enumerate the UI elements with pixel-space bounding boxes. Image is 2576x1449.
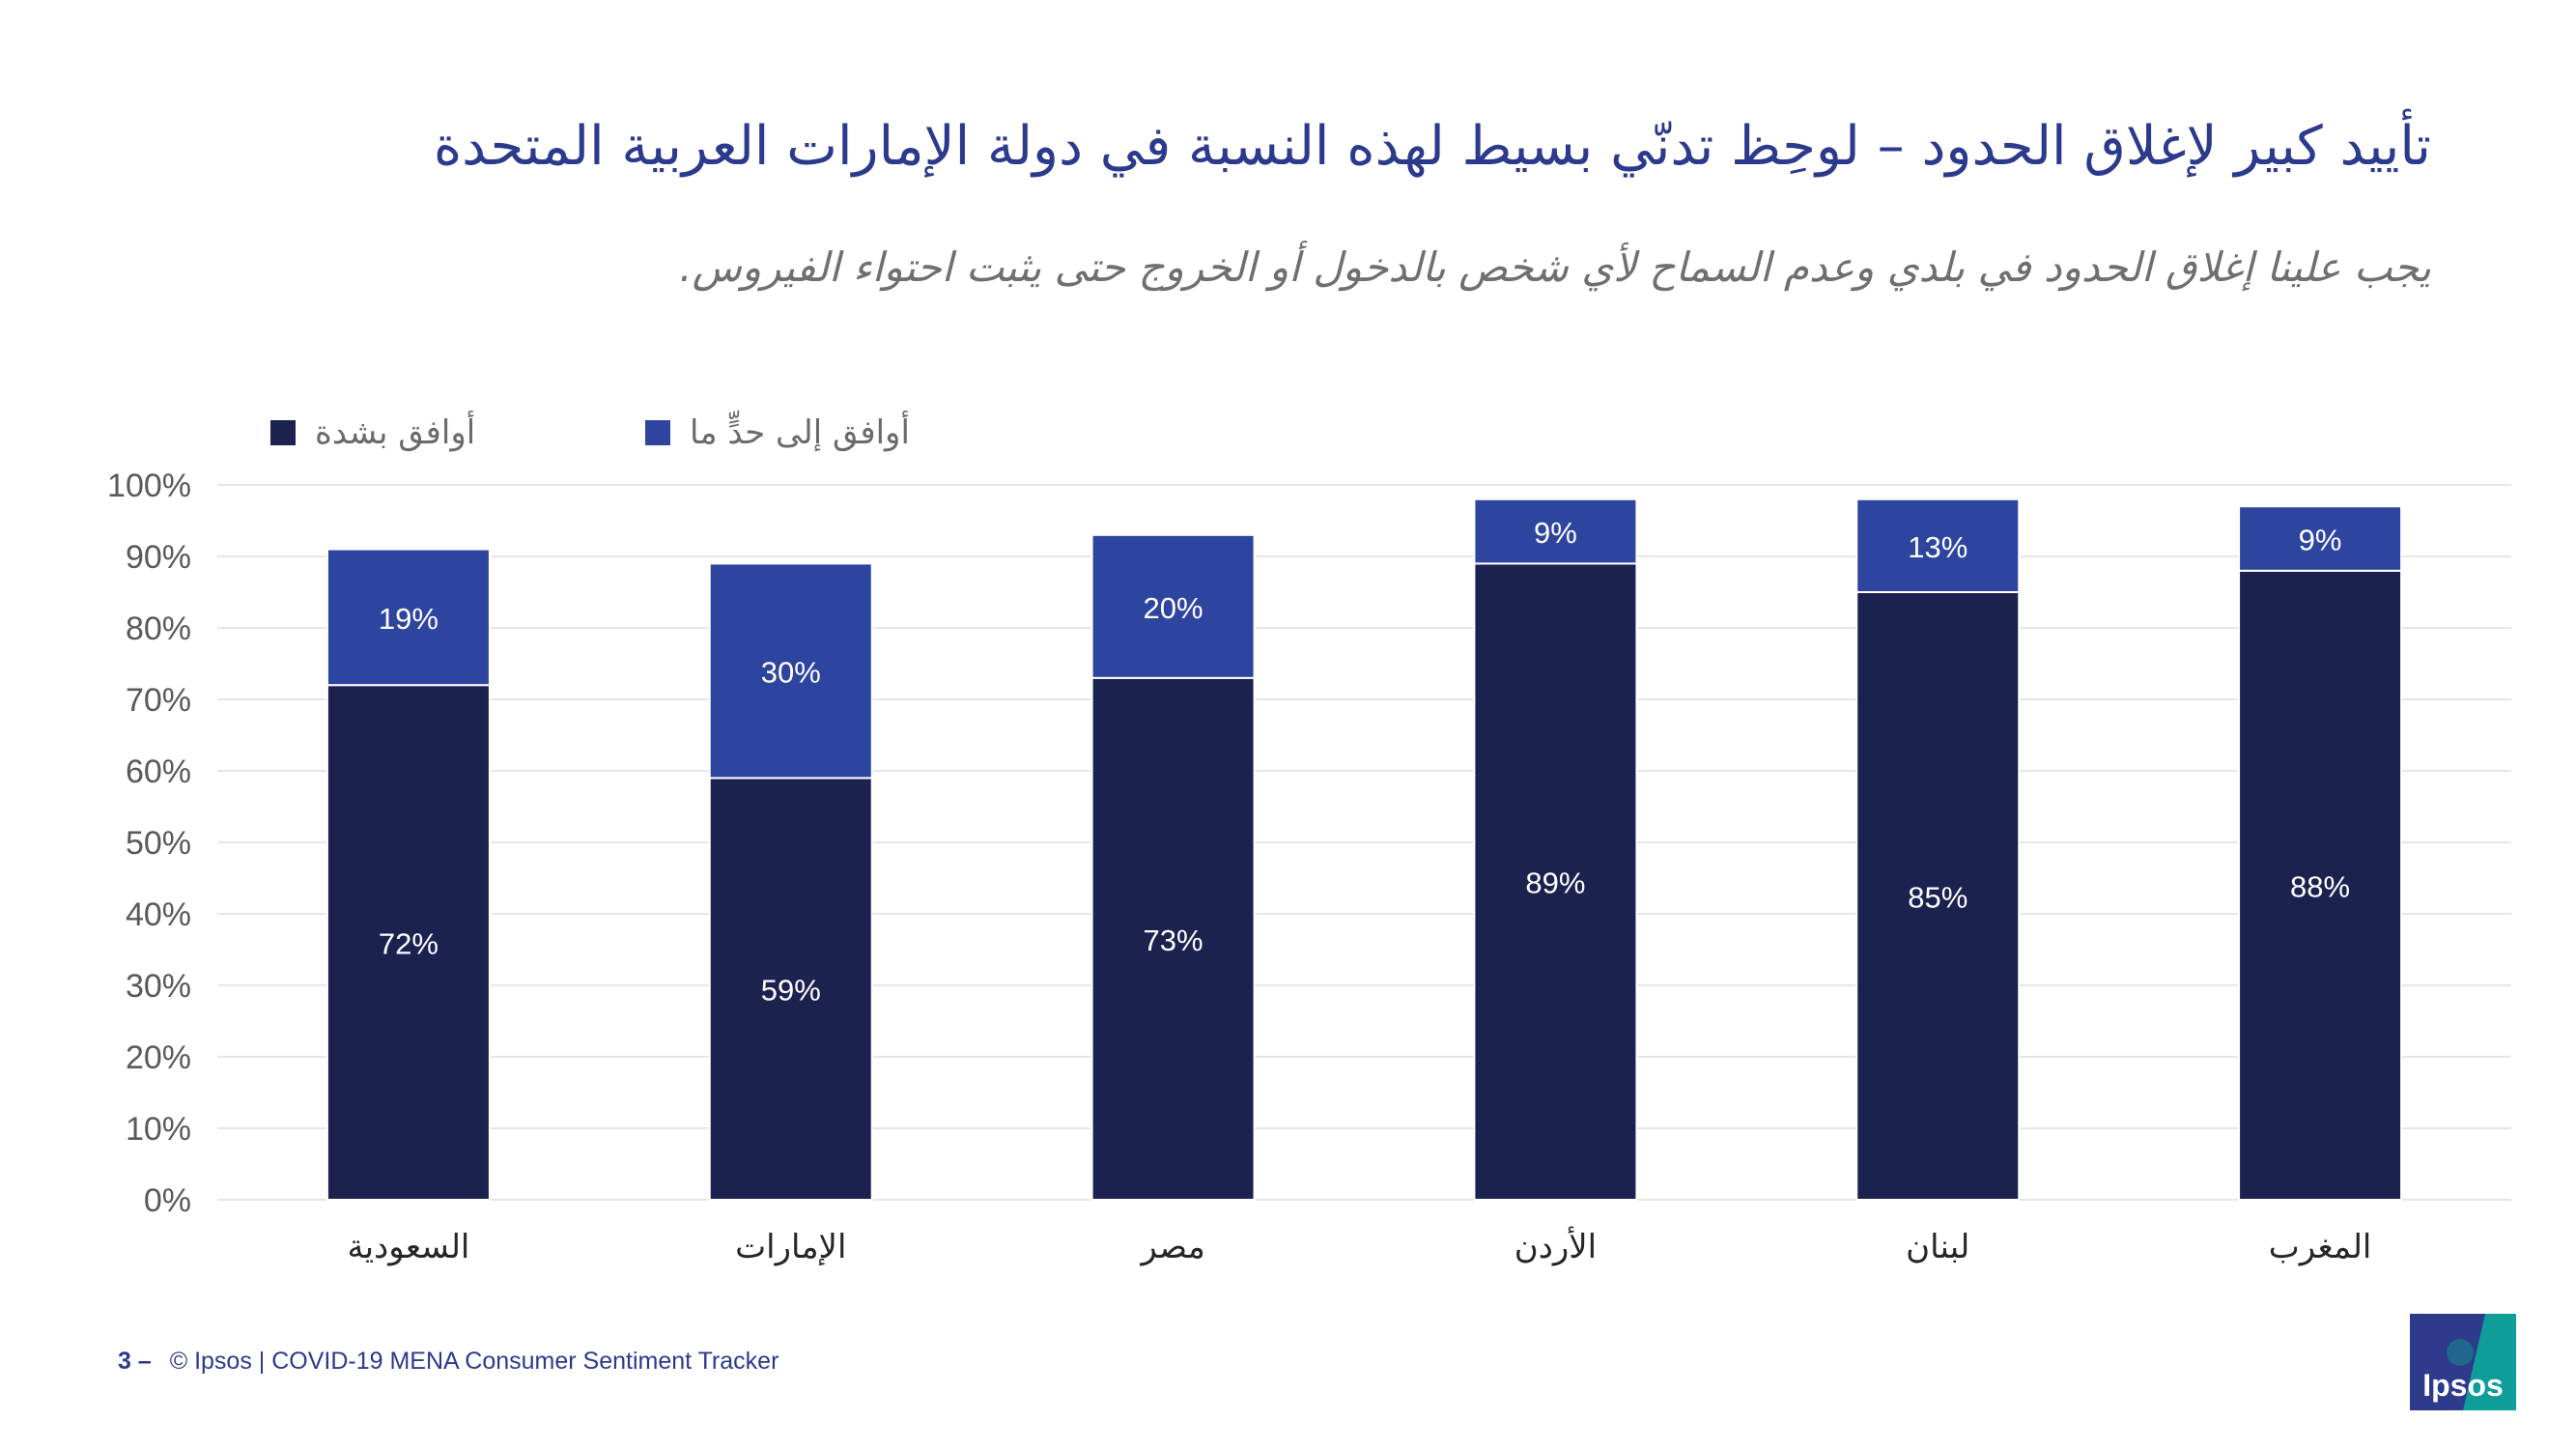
data-label: 85% (1908, 881, 1967, 915)
legend-label-somewhat-agree: أوافق إلى حدٍّ ما (690, 413, 910, 452)
data-label: 89% (1525, 867, 1585, 900)
data-label: 19% (379, 602, 439, 636)
page-number: 3 – (118, 1348, 152, 1375)
x-category-label: المغرب (2269, 1228, 2372, 1266)
y-tick-label: 70% (126, 682, 191, 719)
y-tick-label: 30% (126, 968, 191, 1005)
legend-item-strongly-agree: أوافق بشدة (270, 411, 475, 455)
legend-swatch-somewhat-agree (645, 420, 670, 445)
grid-layer (217, 484, 2511, 1201)
slide-title: تأييد كبير لإغلاق الحدود – لوحِظ تدنّي ب… (433, 115, 2431, 178)
labels-layer: 0% 10% 20% 30% 40% 50% 60% 70% 80% 90% 100% 72% 19% ا… (107, 468, 2371, 1266)
bar-strongly-agree (1473, 562, 1638, 1201)
y-tick-label: 60% (126, 753, 191, 790)
x-category-label: لبنان (1906, 1228, 1969, 1266)
ipsos-logo: Ipsos (2410, 1314, 2516, 1410)
x-category-label: الأردن (1514, 1226, 1597, 1266)
bar-strongly-agree (326, 684, 491, 1201)
logo-text: Ipsos (2422, 1368, 2504, 1403)
data-label: 73% (1144, 923, 1203, 957)
y-tick-label: 10% (126, 1111, 191, 1148)
data-label: 72% (379, 927, 439, 961)
data-label: 9% (2299, 524, 2342, 557)
bar-somewhat-agree (326, 548, 491, 687)
y-tick-label: 80% (126, 611, 191, 647)
legend-item-somewhat-agree: أوافق إلى حدٍّ ما (645, 411, 910, 455)
data-label: 20% (1144, 591, 1203, 625)
x-category-label: مصر (1139, 1228, 1204, 1266)
bar-somewhat-agree (2238, 505, 2403, 572)
bar-strongly-agree (1090, 676, 1256, 1201)
bar-somewhat-agree (1855, 497, 2021, 593)
bars-layer (326, 497, 2403, 1202)
bar-somewhat-agree (1090, 533, 1256, 679)
slide-subtitle: يجب علينا إغلاق الحدود في بلدي وعدم السم… (679, 243, 2431, 291)
x-category-label: الإمارات (735, 1228, 846, 1266)
data-label: 30% (761, 655, 821, 689)
bar-strongly-agree (1855, 591, 2021, 1201)
bar-somewhat-agree (1473, 497, 1638, 565)
footer: 3 – © Ipsos | COVID-19 MENA Consumer Sen… (118, 1348, 778, 1376)
y-tick-label: 90% (126, 539, 191, 576)
y-tick-label: 0% (144, 1182, 191, 1219)
bar-strongly-agree (2238, 569, 2403, 1201)
x-category-label: السعودية (347, 1228, 469, 1266)
bar-strongly-agree (708, 777, 873, 1202)
data-label: 9% (1534, 516, 1577, 550)
bar-somewhat-agree (708, 562, 873, 780)
data-label: 59% (761, 974, 821, 1008)
y-tick-label: 40% (126, 896, 191, 933)
y-tick-label: 100% (107, 468, 191, 504)
data-label: 13% (1908, 530, 1967, 564)
data-label: 88% (2290, 869, 2350, 903)
legend-label-strongly-agree: أوافق بشدة (315, 413, 476, 452)
legend-swatch-strongly-agree (270, 420, 296, 445)
y-tick-label: 50% (126, 825, 191, 862)
footer-text: © Ipsos | COVID-19 MENA Consumer Sentime… (169, 1348, 779, 1375)
y-tick-label: 20% (126, 1039, 191, 1076)
